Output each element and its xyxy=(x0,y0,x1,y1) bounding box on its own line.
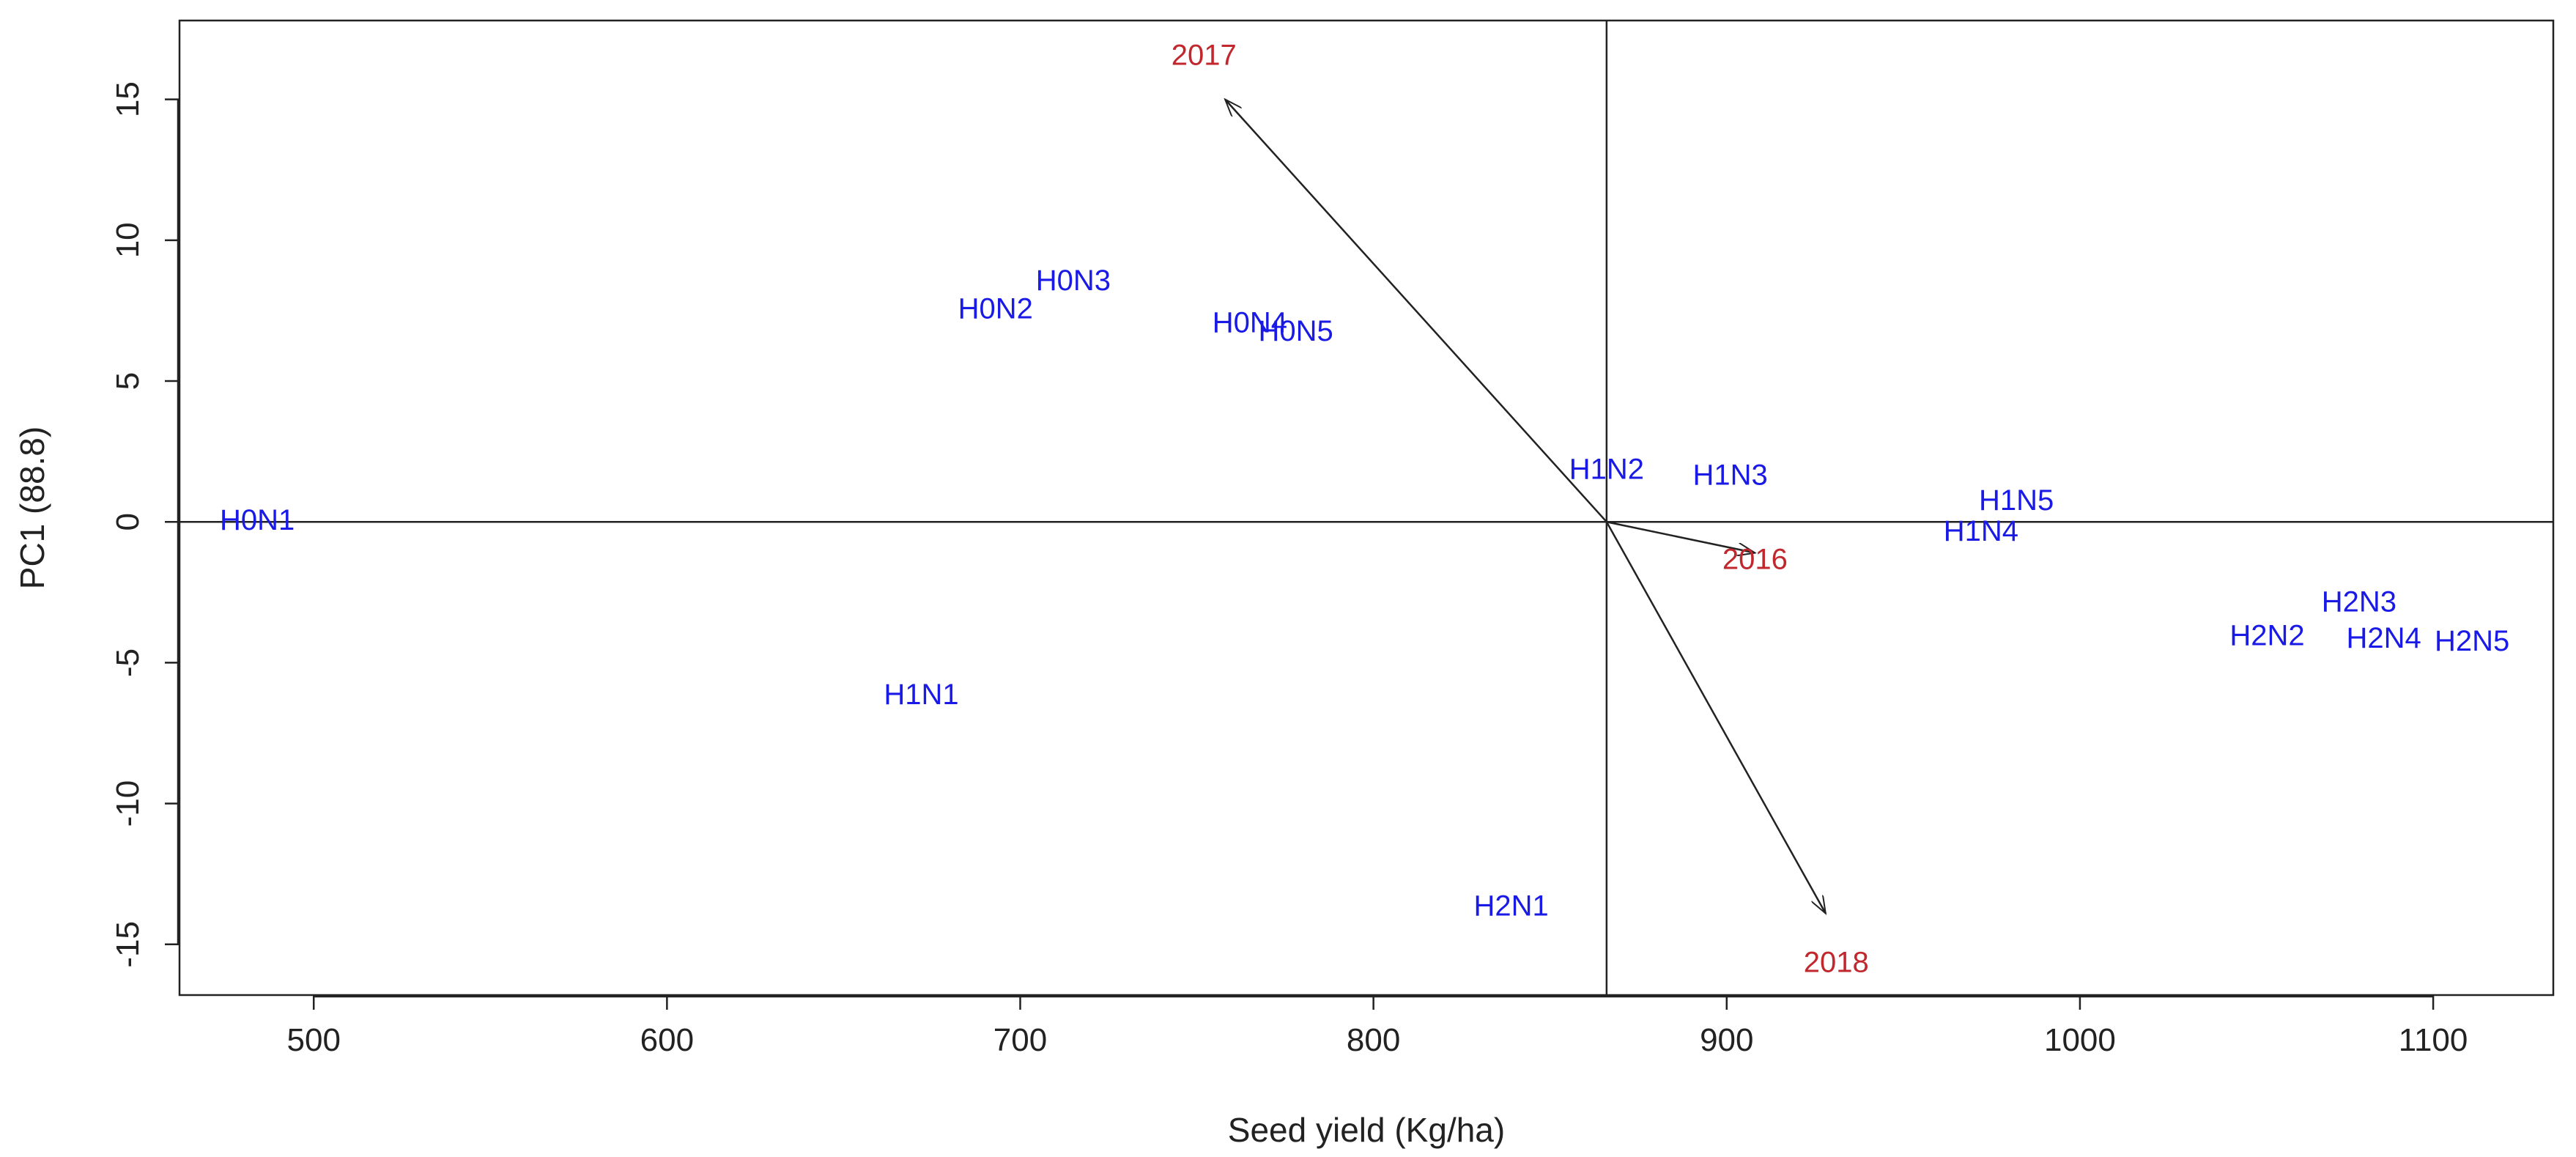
x-tick-label: 800 xyxy=(1347,1022,1400,1058)
point-label-H1N1: H1N1 xyxy=(884,679,958,711)
vector-label-2018: 2018 xyxy=(1804,946,1869,978)
x-tick-label: 500 xyxy=(287,1022,341,1058)
y-tick-label: 10 xyxy=(110,222,146,258)
point-label-H1N3: H1N3 xyxy=(1692,459,1767,491)
plot-frame xyxy=(178,19,2555,997)
y-tick-label: -5 xyxy=(110,648,146,677)
y-tick-label: -10 xyxy=(110,780,146,827)
point-label-H1N4: H1N4 xyxy=(1944,515,2018,547)
x-tick-label: 600 xyxy=(640,1022,694,1058)
y-tick-label: -15 xyxy=(110,921,146,968)
vector-label-2017: 2017 xyxy=(1172,40,1237,72)
vector-arrow-2016 xyxy=(1606,520,1755,552)
year-vectors: 2017 2016 2018 xyxy=(1172,40,1869,979)
reference-lines xyxy=(179,21,2553,995)
vector-label-2016: 2016 xyxy=(1722,544,1788,576)
point-label-H2N2: H2N2 xyxy=(2229,619,2304,651)
x-tick-label: 700 xyxy=(993,1022,1047,1058)
y-tick-label: 0 xyxy=(110,513,146,531)
point-label-H2N3: H2N3 xyxy=(2322,585,2397,618)
x-tick-label: 900 xyxy=(1700,1022,1753,1058)
x-axis: 500 600 700 800 900 1000 1100 xyxy=(287,995,2468,1058)
vector-arrow-2017 xyxy=(1225,100,1607,523)
x-tick-label: 1000 xyxy=(2044,1022,2116,1058)
point-label-H1N5: H1N5 xyxy=(1979,484,2054,517)
point-label-H0N3: H0N3 xyxy=(1036,265,1111,297)
vector-arrow-2018 xyxy=(1605,521,1826,913)
point-label-H2N5: H2N5 xyxy=(2435,625,2509,657)
point-label-H2N4: H2N4 xyxy=(2346,622,2421,654)
y-axis: -15 -10 -5 0 5 10 15 xyxy=(110,81,179,968)
point-label-H0N2: H0N2 xyxy=(958,292,1033,325)
y-tick-label: 5 xyxy=(110,372,146,390)
plot-area xyxy=(178,19,2555,997)
point-label-H0N4: H0N4 xyxy=(1213,307,1287,339)
y-tick-label: 15 xyxy=(110,81,146,117)
x-tick-label: 1100 xyxy=(2399,1022,2468,1058)
y-axis-title: PC1 (88.8) xyxy=(13,426,51,589)
point-label-H1N2: H1N2 xyxy=(1569,454,1644,486)
point-label-H0N1: H0N1 xyxy=(220,504,295,536)
x-axis-title: Seed yield (Kg/ha) xyxy=(1228,1111,1505,1149)
point-label-H0N5: H0N5 xyxy=(1258,315,1333,347)
point-label-H2N1: H2N1 xyxy=(1474,890,1549,922)
